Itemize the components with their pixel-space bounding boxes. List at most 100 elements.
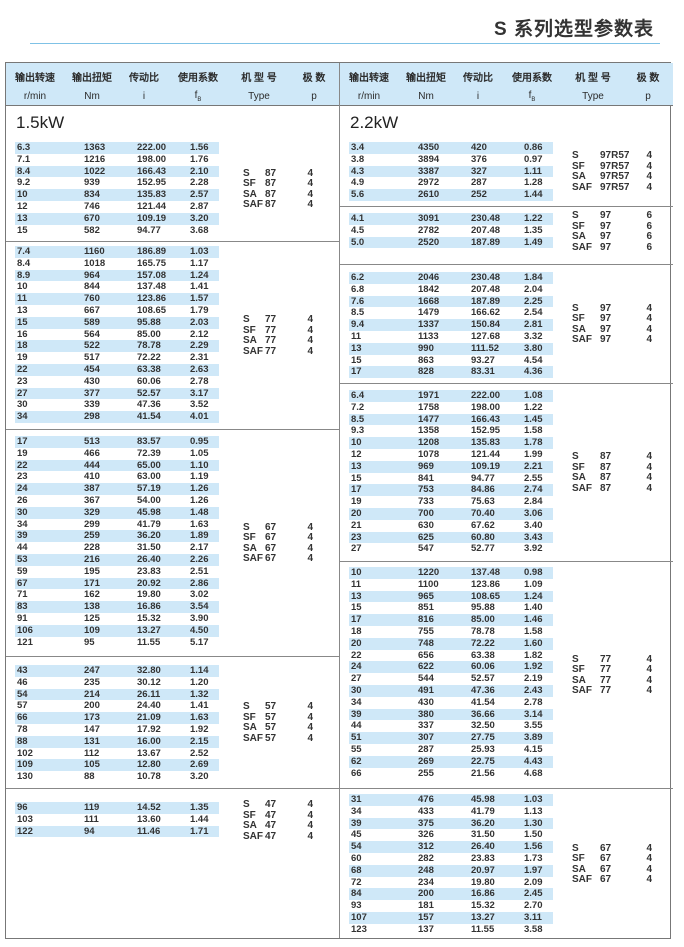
output-torque: 282 xyxy=(418,852,434,864)
ratio: 75.63 xyxy=(471,496,495,508)
ratio: 20.92 xyxy=(137,577,161,589)
service-factor: 3.52 xyxy=(190,399,209,411)
table-row: 34 433 41.79 1.13 xyxy=(349,806,553,818)
output-torque: 248 xyxy=(418,864,434,876)
header-label: 机 型 号 xyxy=(575,72,611,84)
output-speed: 13 xyxy=(351,590,362,602)
ratio: 63.00 xyxy=(137,471,161,483)
type-size: 47 xyxy=(265,820,277,831)
type-prefix: SAF xyxy=(243,553,263,564)
model-types: S 87 4 SF 87 4 SA 87 4 SAF 87 4 xyxy=(243,168,313,211)
service-factor: 1.78 xyxy=(524,437,543,449)
ratio: 15.32 xyxy=(471,900,495,912)
type-size: 77 xyxy=(600,653,612,665)
type-prefix: S xyxy=(243,701,250,712)
output-speed: 15 xyxy=(351,354,362,366)
data-rows: 4.1 3091 230.48 1.22 4.5 2782 207.48 1.35 5.0 252… xyxy=(349,213,553,249)
output-torque: 630 xyxy=(418,519,434,531)
service-factor: 2.87 xyxy=(190,200,209,212)
service-factor: 2.29 xyxy=(190,340,209,352)
service-factor: 1.48 xyxy=(190,506,209,518)
ratio: 95.88 xyxy=(137,316,161,328)
service-factor: 1.82 xyxy=(524,649,543,661)
output-torque: 444 xyxy=(84,459,100,471)
service-factor: 1.57 xyxy=(190,293,209,305)
output-torque: 964 xyxy=(84,269,100,281)
type-prefix: SA xyxy=(572,323,586,335)
table-row: 16 564 85.00 2.12 xyxy=(15,329,219,341)
output-speed: 44 xyxy=(17,542,28,554)
output-speed: 9.3 xyxy=(351,425,365,437)
output-speed: 4.5 xyxy=(351,224,365,236)
output-torque: 816 xyxy=(418,614,434,626)
output-speed: 84 xyxy=(351,888,362,900)
output-torque: 173 xyxy=(84,712,100,724)
output-speed: 8.4 xyxy=(17,257,31,269)
ratio: 135.83 xyxy=(137,189,167,201)
ratio: 65.00 xyxy=(137,459,161,471)
ratio: 21.56 xyxy=(471,767,495,779)
output-speed: 54 xyxy=(351,841,362,853)
model-type: SA 67 4 xyxy=(243,543,313,555)
output-torque: 969 xyxy=(418,460,434,472)
type-prefix: SA xyxy=(243,188,257,200)
output-speed: 27 xyxy=(351,673,362,685)
service-factor: 3.92 xyxy=(524,543,543,555)
table-row: 130 88 10.78 3.20 xyxy=(15,771,219,783)
table-row: 10 844 137.48 1.41 xyxy=(15,281,219,293)
ratio: 111.52 xyxy=(471,342,500,354)
poles: 4 xyxy=(646,853,652,864)
table-row: 6.4 1971 222.00 1.08 xyxy=(349,390,553,402)
output-torque: 1668 xyxy=(418,295,440,307)
output-speed: 83 xyxy=(17,601,28,613)
ratio: 72.22 xyxy=(471,637,495,649)
type-prefix: SF xyxy=(572,313,585,324)
poles: 6 xyxy=(646,241,652,253)
table-row: 84 200 16.86 2.45 xyxy=(349,888,553,901)
header-unit: fB xyxy=(528,89,536,103)
table-row: 30 329 45.98 1.48 xyxy=(15,506,219,519)
table-row: 106 109 13.27 4.50 xyxy=(15,624,219,637)
output-speed: 4.1 xyxy=(351,213,365,224)
output-torque: 1208 xyxy=(418,437,440,449)
ratio: 166.43 xyxy=(471,413,501,425)
ratio: 84.86 xyxy=(471,484,495,496)
service-factor: 2.31 xyxy=(190,352,209,364)
output-torque: 299 xyxy=(84,518,100,530)
output-torque: 1358 xyxy=(418,425,440,437)
table-row: 8.5 1479 166.62 2.54 xyxy=(349,307,553,319)
output-speed: 10 xyxy=(17,189,28,201)
service-factor: 1.08 xyxy=(524,390,543,401)
output-speed: 103 xyxy=(17,813,33,825)
output-speed: 10 xyxy=(351,567,362,578)
service-factor: 2.28 xyxy=(190,177,209,189)
table-row: 8.4 1018 165.75 1.17 xyxy=(15,258,219,270)
output-torque: 377 xyxy=(84,387,100,399)
poles: 4 xyxy=(307,820,313,831)
type-size: 97 xyxy=(600,210,612,221)
service-factor: 3.17 xyxy=(190,387,209,399)
ratio: 23.83 xyxy=(471,852,495,864)
ratio: 13.60 xyxy=(137,813,161,825)
output-speed: 17 xyxy=(17,436,28,447)
poles: 4 xyxy=(646,842,652,854)
header-label: 输出转速 xyxy=(349,72,389,84)
ratio: 207.48 xyxy=(471,224,501,236)
table-row: 11 1133 127.68 3.32 xyxy=(349,331,553,343)
service-factor: 1.32 xyxy=(190,688,209,700)
output-speed: 15 xyxy=(17,316,28,328)
ratio: 78.78 xyxy=(137,340,161,352)
table-row: 44 228 31.50 2.17 xyxy=(15,542,219,554)
type-prefix: SA xyxy=(572,472,586,483)
output-speed: 8.9 xyxy=(17,269,31,281)
output-speed: 15 xyxy=(17,224,28,236)
service-factor: 3.11 xyxy=(524,911,542,923)
ratio: 121.44 xyxy=(471,448,501,460)
type-prefix: SAF xyxy=(572,181,592,193)
type-prefix: S xyxy=(243,521,250,533)
ratio: 52.77 xyxy=(471,543,495,555)
table-row: 13 667 108.65 1.79 xyxy=(15,305,219,317)
table-row: 10 834 135.83 2.57 xyxy=(15,189,219,201)
service-factor: 2.69 xyxy=(190,759,209,771)
service-factor: 1.35 xyxy=(190,802,209,813)
